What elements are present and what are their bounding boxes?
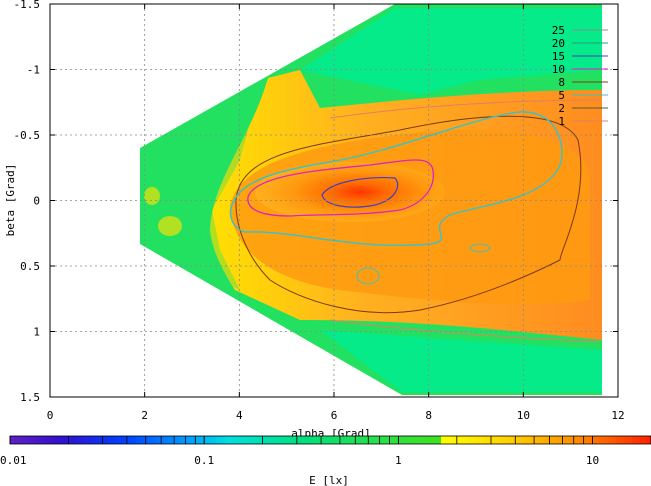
x-tick-label: 8 — [425, 409, 432, 422]
field-bottom-band — [320, 330, 602, 392]
colorbar-tick-label: 0.01 — [0, 454, 27, 467]
field-left-fringe — [140, 85, 260, 290]
y-tick-label: 0.5 — [20, 260, 40, 273]
contour-line-2 — [235, 115, 582, 314]
contour-line-15 — [321, 177, 399, 208]
y-tick-label: 1 — [33, 326, 40, 339]
legend-level-label: 2 — [558, 102, 565, 115]
y-tick-label: 1.5 — [20, 391, 40, 404]
field-hot-spot — [255, 162, 445, 222]
x-axis-ticks: 0 2 4 6 8 10 12 — [47, 4, 625, 422]
x-tick-label: 4 — [236, 409, 243, 422]
legend-level-label: 10 — [552, 63, 565, 76]
legend-level-label: 15 — [552, 50, 565, 63]
x-tick-label: 2 — [141, 409, 148, 422]
contour-line-10 — [247, 159, 434, 217]
contour-line-5 — [229, 111, 563, 247]
legend-level-label: 5 — [558, 89, 565, 102]
field-island-left-2 — [158, 216, 182, 236]
field-top-band — [300, 8, 602, 95]
y-tick-label: -0.5 — [14, 129, 41, 142]
contour-line-1 — [329, 99, 601, 343]
heat-field — [140, 4, 602, 395]
legend-level-label: 25 — [552, 24, 565, 37]
contour-ring-small-2 — [469, 243, 491, 253]
colorbar — [9, 435, 651, 445]
x-tick-label: 10 — [517, 409, 530, 422]
contour-ring-small — [356, 267, 380, 285]
x-tick-label: 0 — [47, 409, 54, 422]
colorbar-label: E [lx] — [309, 474, 349, 486]
y-tick-label: -1.5 — [14, 0, 41, 11]
x-tick-label: 6 — [331, 409, 338, 422]
legend-level-label: 1 — [558, 115, 565, 128]
y-tick-label: -1 — [27, 64, 40, 77]
colorbar-ticks: 0.01 0.1 1 10 — [0, 436, 651, 467]
grid — [50, 4, 618, 397]
colorbar-tick-label: 10 — [586, 454, 599, 467]
y-tick-label: 0 — [33, 195, 40, 208]
legend-level-label: 8 — [558, 76, 565, 89]
y-axis-ticks: -1.5 -1 -0.5 0 0.5 1 1.5 — [14, 0, 618, 404]
colorbar-tick-label: 0.1 — [194, 454, 214, 467]
legend-level-label: 20 — [552, 37, 565, 50]
colorbar-tick-label: 1 — [395, 454, 402, 467]
y-axis-label: beta [Grad] — [4, 164, 17, 237]
x-tick-label: 12 — [611, 409, 624, 422]
